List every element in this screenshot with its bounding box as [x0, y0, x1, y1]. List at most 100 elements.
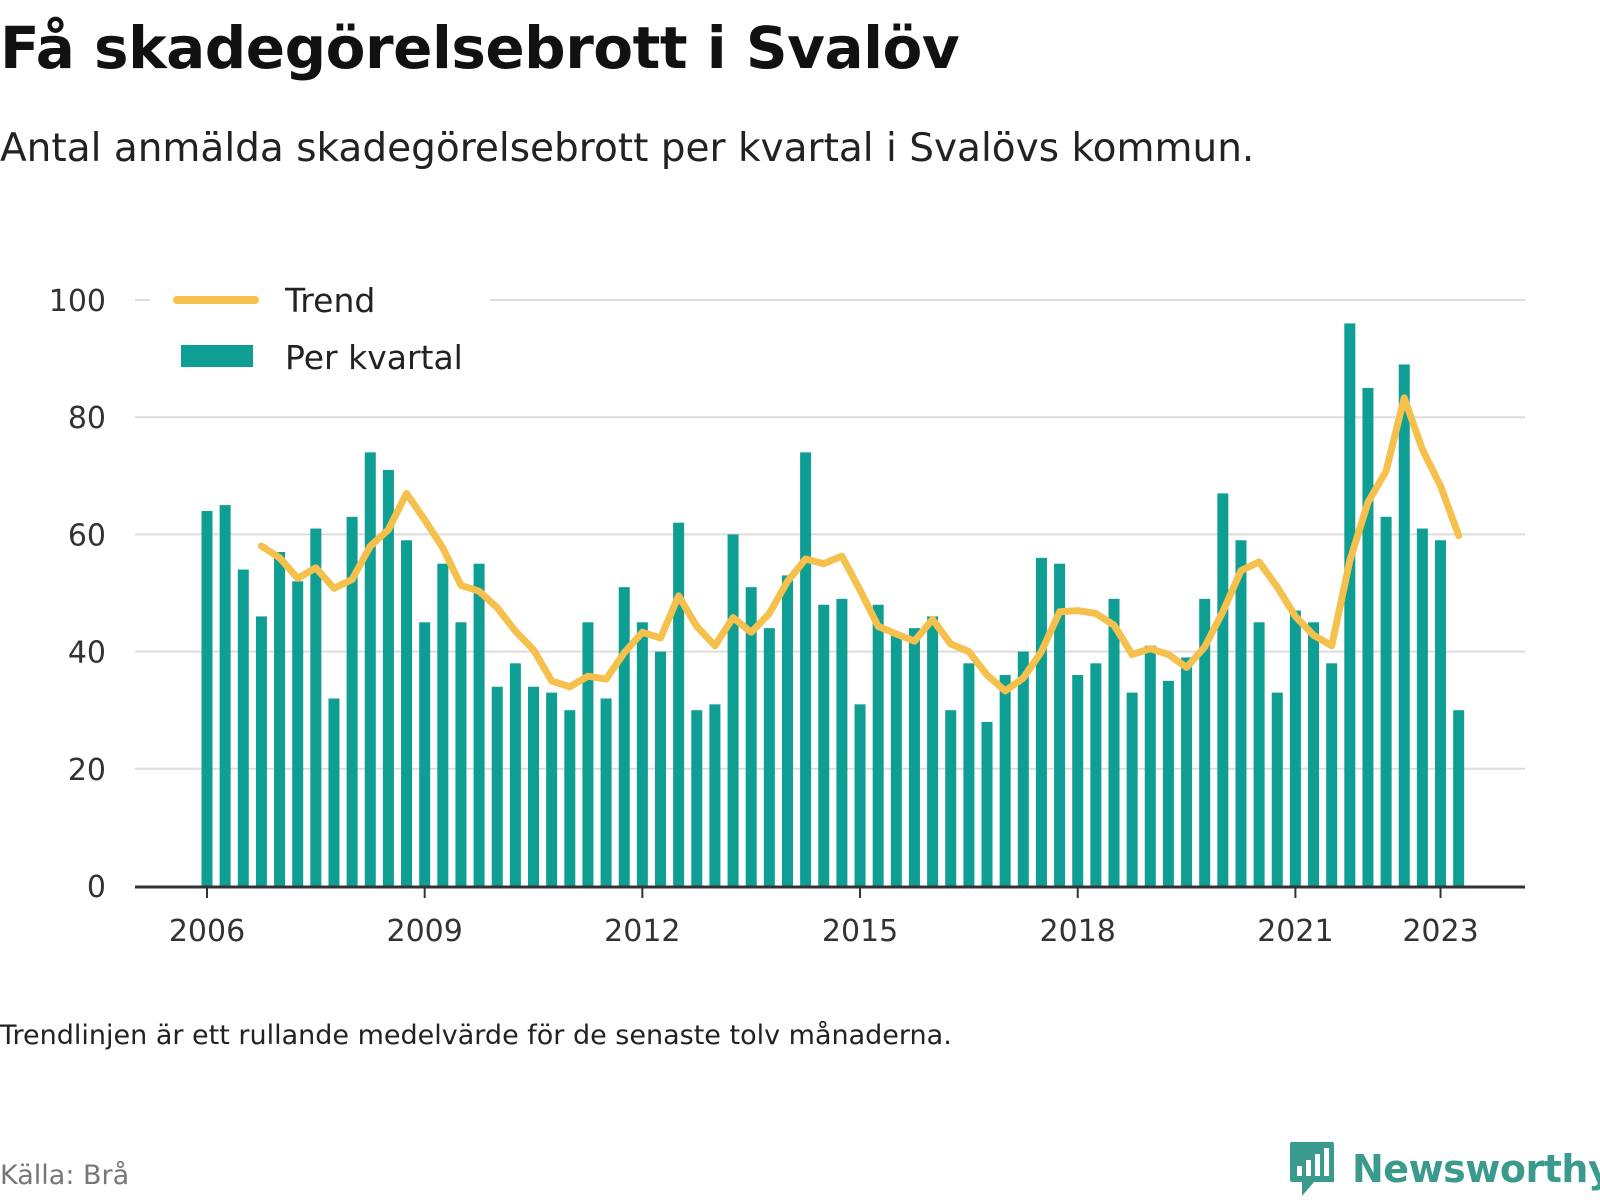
bar — [473, 563, 485, 886]
bar — [491, 686, 503, 886]
legend-bar-label: Per kvartal — [285, 338, 463, 377]
bar — [509, 663, 521, 886]
bar — [1108, 598, 1120, 886]
trend-line — [257, 394, 1463, 695]
bar — [908, 628, 920, 886]
x-tick-label: 2015 — [822, 914, 898, 949]
bar — [1181, 657, 1193, 886]
bar — [854, 704, 866, 886]
bar — [292, 581, 304, 886]
bar — [872, 604, 884, 886]
bar — [1398, 364, 1410, 887]
bar — [981, 721, 993, 886]
bar — [1289, 610, 1301, 886]
bar — [382, 469, 394, 886]
x-tick-label: 2023 — [1402, 914, 1478, 949]
bar — [1271, 692, 1283, 886]
newsworthy-logo-icon — [1290, 1142, 1334, 1196]
bar — [999, 675, 1011, 886]
bar — [1126, 692, 1138, 886]
bar — [401, 540, 413, 886]
bar — [346, 516, 358, 886]
legend-trend-label: Trend — [284, 281, 375, 320]
y-tick-label: 20 — [68, 753, 106, 788]
x-tick-label: 2006 — [169, 914, 245, 949]
bar — [1162, 680, 1174, 886]
bar — [1144, 645, 1156, 886]
bar — [1035, 557, 1047, 886]
bar — [237, 569, 249, 886]
bar — [1217, 493, 1229, 886]
bar — [1380, 516, 1392, 886]
y-tick-label: 40 — [68, 636, 106, 671]
bar — [890, 634, 902, 886]
bar — [727, 534, 739, 886]
bar — [636, 622, 648, 886]
bar — [745, 587, 757, 886]
bar — [800, 452, 812, 886]
bar — [1054, 563, 1066, 886]
x-tick-label: 2009 — [387, 914, 463, 949]
bar — [364, 452, 376, 886]
bar — [1435, 540, 1447, 886]
bar — [781, 575, 793, 886]
x-tick-label: 2021 — [1257, 914, 1333, 949]
bar — [419, 622, 431, 886]
y-tick-label: 0 — [87, 870, 106, 905]
y-axis-ticks: 0 20 40 60 80 100 — [49, 284, 106, 905]
bar — [618, 587, 630, 886]
brand-name: Newsworthy — [1352, 1147, 1600, 1191]
chart-title: Få skadegörelsebrott i Svalöv — [0, 14, 960, 82]
bar — [328, 698, 340, 886]
bar — [1235, 540, 1247, 886]
bar — [274, 551, 286, 886]
legend-bar-swatch — [181, 345, 253, 367]
bar — [673, 522, 685, 886]
bar — [709, 704, 721, 886]
bar — [1253, 622, 1265, 886]
chart-area: 0 20 40 60 80 100 2006 2009 2012 2015 2018 2021 202… — [48, 270, 1525, 949]
bar — [1326, 663, 1338, 886]
x-tick-label: 2012 — [604, 914, 680, 949]
bar — [927, 616, 939, 886]
bar — [655, 651, 666, 886]
bar — [1362, 387, 1374, 886]
trend-line-layer — [257, 394, 1463, 695]
bar — [310, 528, 322, 886]
y-tick-label: 80 — [68, 401, 106, 436]
bar — [528, 686, 540, 886]
bar — [1072, 675, 1084, 886]
brand-logo: Newsworthy — [1288, 1140, 1600, 1198]
bar — [818, 604, 830, 886]
legend: Trend Per kvartal — [150, 270, 490, 380]
bar — [836, 598, 848, 886]
x-tick-label: 2018 — [1040, 914, 1116, 949]
chart-subtitle: Antal anmälda skadegörelsebrott per kvar… — [0, 126, 1255, 171]
bar — [945, 710, 957, 886]
bar — [963, 663, 975, 886]
bar — [1416, 528, 1428, 886]
bar — [1017, 651, 1029, 886]
bar — [1199, 598, 1211, 886]
bar — [455, 622, 467, 886]
bar — [255, 616, 267, 886]
bar — [437, 563, 449, 886]
bar — [691, 710, 703, 886]
bar — [219, 505, 231, 886]
source-label: Källa: Brå — [0, 1160, 130, 1191]
bar — [1090, 663, 1102, 886]
bar — [546, 692, 558, 886]
footnote: Trendlinjen är ett rullande medelvärde f… — [0, 1020, 952, 1051]
bars-per-kvartal — [201, 323, 1465, 887]
bar — [1344, 323, 1356, 886]
bar — [763, 628, 775, 886]
bar — [600, 698, 612, 886]
x-axis: 2006 2009 2012 2015 2018 2021 2023 — [135, 885, 1525, 949]
bar — [582, 622, 594, 886]
bar — [564, 710, 576, 886]
bar — [1308, 622, 1320, 886]
y-tick-label: 60 — [68, 518, 106, 553]
bar — [1453, 710, 1465, 886]
y-tick-label: 100 — [49, 284, 106, 319]
bar — [201, 510, 213, 886]
